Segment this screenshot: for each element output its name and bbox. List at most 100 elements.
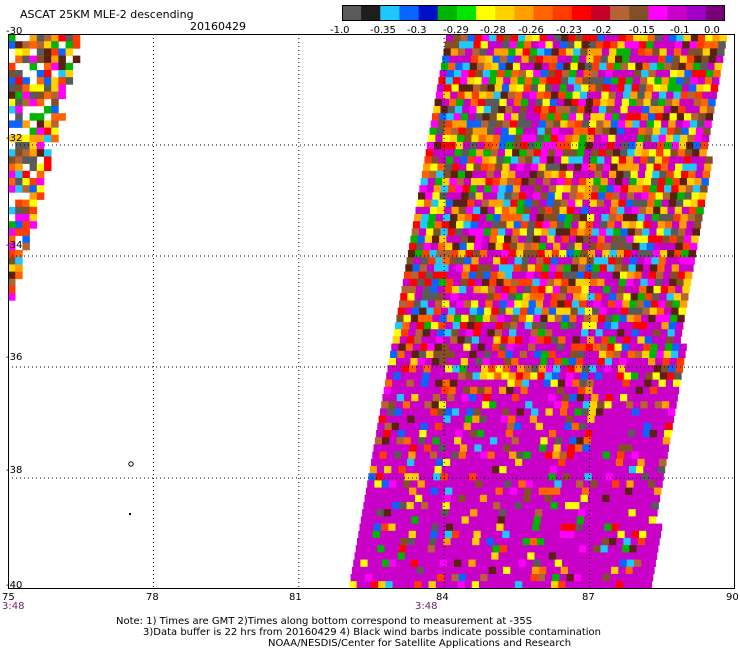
swath-cell	[646, 41, 654, 49]
swath-cell	[431, 523, 439, 532]
swath-cell	[408, 286, 417, 294]
swath-cell	[22, 91, 30, 100]
swath-cell	[571, 178, 580, 186]
swath-cell	[563, 142, 572, 150]
swath-cell	[564, 422, 572, 431]
swath-cell	[628, 307, 636, 316]
swath-cell	[624, 329, 632, 337]
swath-cell	[472, 415, 480, 424]
swath-cell	[382, 437, 390, 445]
swath-cell	[419, 386, 428, 395]
swath-cell	[531, 41, 539, 49]
swath-cell	[496, 523, 504, 532]
swath-cell	[612, 437, 620, 445]
swath-cell	[673, 91, 681, 100]
swath-cell	[626, 401, 634, 409]
swath-cell	[8, 235, 16, 244]
swath-cell	[478, 55, 486, 64]
swath-cell	[618, 199, 626, 208]
swath-cell	[423, 322, 432, 330]
swath-cell	[567, 322, 576, 330]
swath-cell	[606, 350, 614, 359]
swath-cell	[595, 451, 603, 460]
swath-cell	[413, 502, 422, 510]
swath-cell	[545, 163, 553, 172]
swath-cell	[563, 185, 571, 193]
swath-cell	[498, 350, 506, 359]
swath-cell	[577, 473, 585, 481]
swath-cell	[437, 530, 445, 539]
swath-cell	[425, 149, 434, 157]
swath-cell	[656, 473, 664, 481]
swath-cell	[584, 228, 592, 236]
swath-cell	[688, 127, 697, 136]
swath-cell	[565, 214, 573, 222]
swath-cell	[665, 55, 673, 64]
swath-cell	[484, 386, 492, 395]
swath-cell	[469, 106, 477, 114]
swath-cell	[507, 134, 515, 143]
swath-cell	[544, 170, 552, 179]
swath-cell	[476, 430, 485, 438]
swath-cell	[659, 48, 667, 56]
swath-cell	[445, 523, 454, 532]
swath-cell	[376, 509, 384, 517]
swath-cell	[684, 149, 693, 157]
swath-cell	[450, 336, 458, 344]
swath-cell	[394, 530, 402, 539]
swath-cell	[29, 142, 38, 150]
swath-cell	[517, 199, 526, 208]
swath-cell	[452, 242, 460, 251]
swath-cell	[614, 221, 622, 229]
swath-cell	[443, 214, 451, 222]
swath-cell	[545, 408, 553, 416]
swath-cell	[471, 379, 479, 388]
swath-cell	[36, 34, 45, 42]
swath-cell	[637, 458, 645, 467]
swath-cell	[556, 552, 564, 560]
swath-cell	[471, 300, 479, 308]
swath-cell	[466, 120, 475, 128]
swath-cell	[51, 84, 59, 92]
swath-cell	[444, 408, 453, 416]
swath-cell	[519, 394, 527, 402]
swath-cell	[653, 206, 661, 215]
swath-cell	[643, 422, 652, 431]
swath-cell	[709, 48, 718, 56]
swath-cell	[646, 163, 654, 172]
swath-cell	[485, 422, 493, 431]
swath-cell	[586, 545, 594, 553]
swath-cell	[488, 365, 496, 373]
swath-cell	[529, 293, 538, 301]
swath-cell	[557, 379, 566, 388]
swath-cell	[591, 106, 600, 114]
swath-cell	[479, 293, 487, 301]
swath-cell	[487, 372, 495, 380]
swath-cell	[696, 84, 704, 92]
swath-cell	[500, 91, 509, 100]
swath-cell	[651, 458, 660, 467]
swath-cell	[429, 206, 438, 215]
swath-cell	[482, 278, 490, 287]
swath-cell	[590, 480, 598, 488]
swath-cell	[407, 494, 416, 503]
swath-cell	[659, 170, 667, 179]
swath-cell	[606, 185, 614, 193]
swath-cell	[524, 242, 532, 251]
swath-cell	[472, 293, 480, 301]
swath-cell	[401, 329, 409, 337]
swath-cell	[526, 516, 534, 524]
swath-cell	[662, 70, 671, 78]
swath-cell	[531, 530, 539, 539]
swath-cell	[537, 206, 546, 215]
swath-cell	[471, 178, 479, 186]
swath-cell	[589, 487, 597, 496]
swath-cell	[471, 581, 480, 589]
swath-cell	[431, 278, 440, 287]
swath-cell	[630, 458, 638, 467]
swath-cell	[493, 379, 501, 388]
swath-cell	[654, 77, 662, 85]
swath-cell	[460, 199, 468, 208]
swath-cell	[594, 581, 602, 589]
swath-cell	[705, 156, 713, 164]
